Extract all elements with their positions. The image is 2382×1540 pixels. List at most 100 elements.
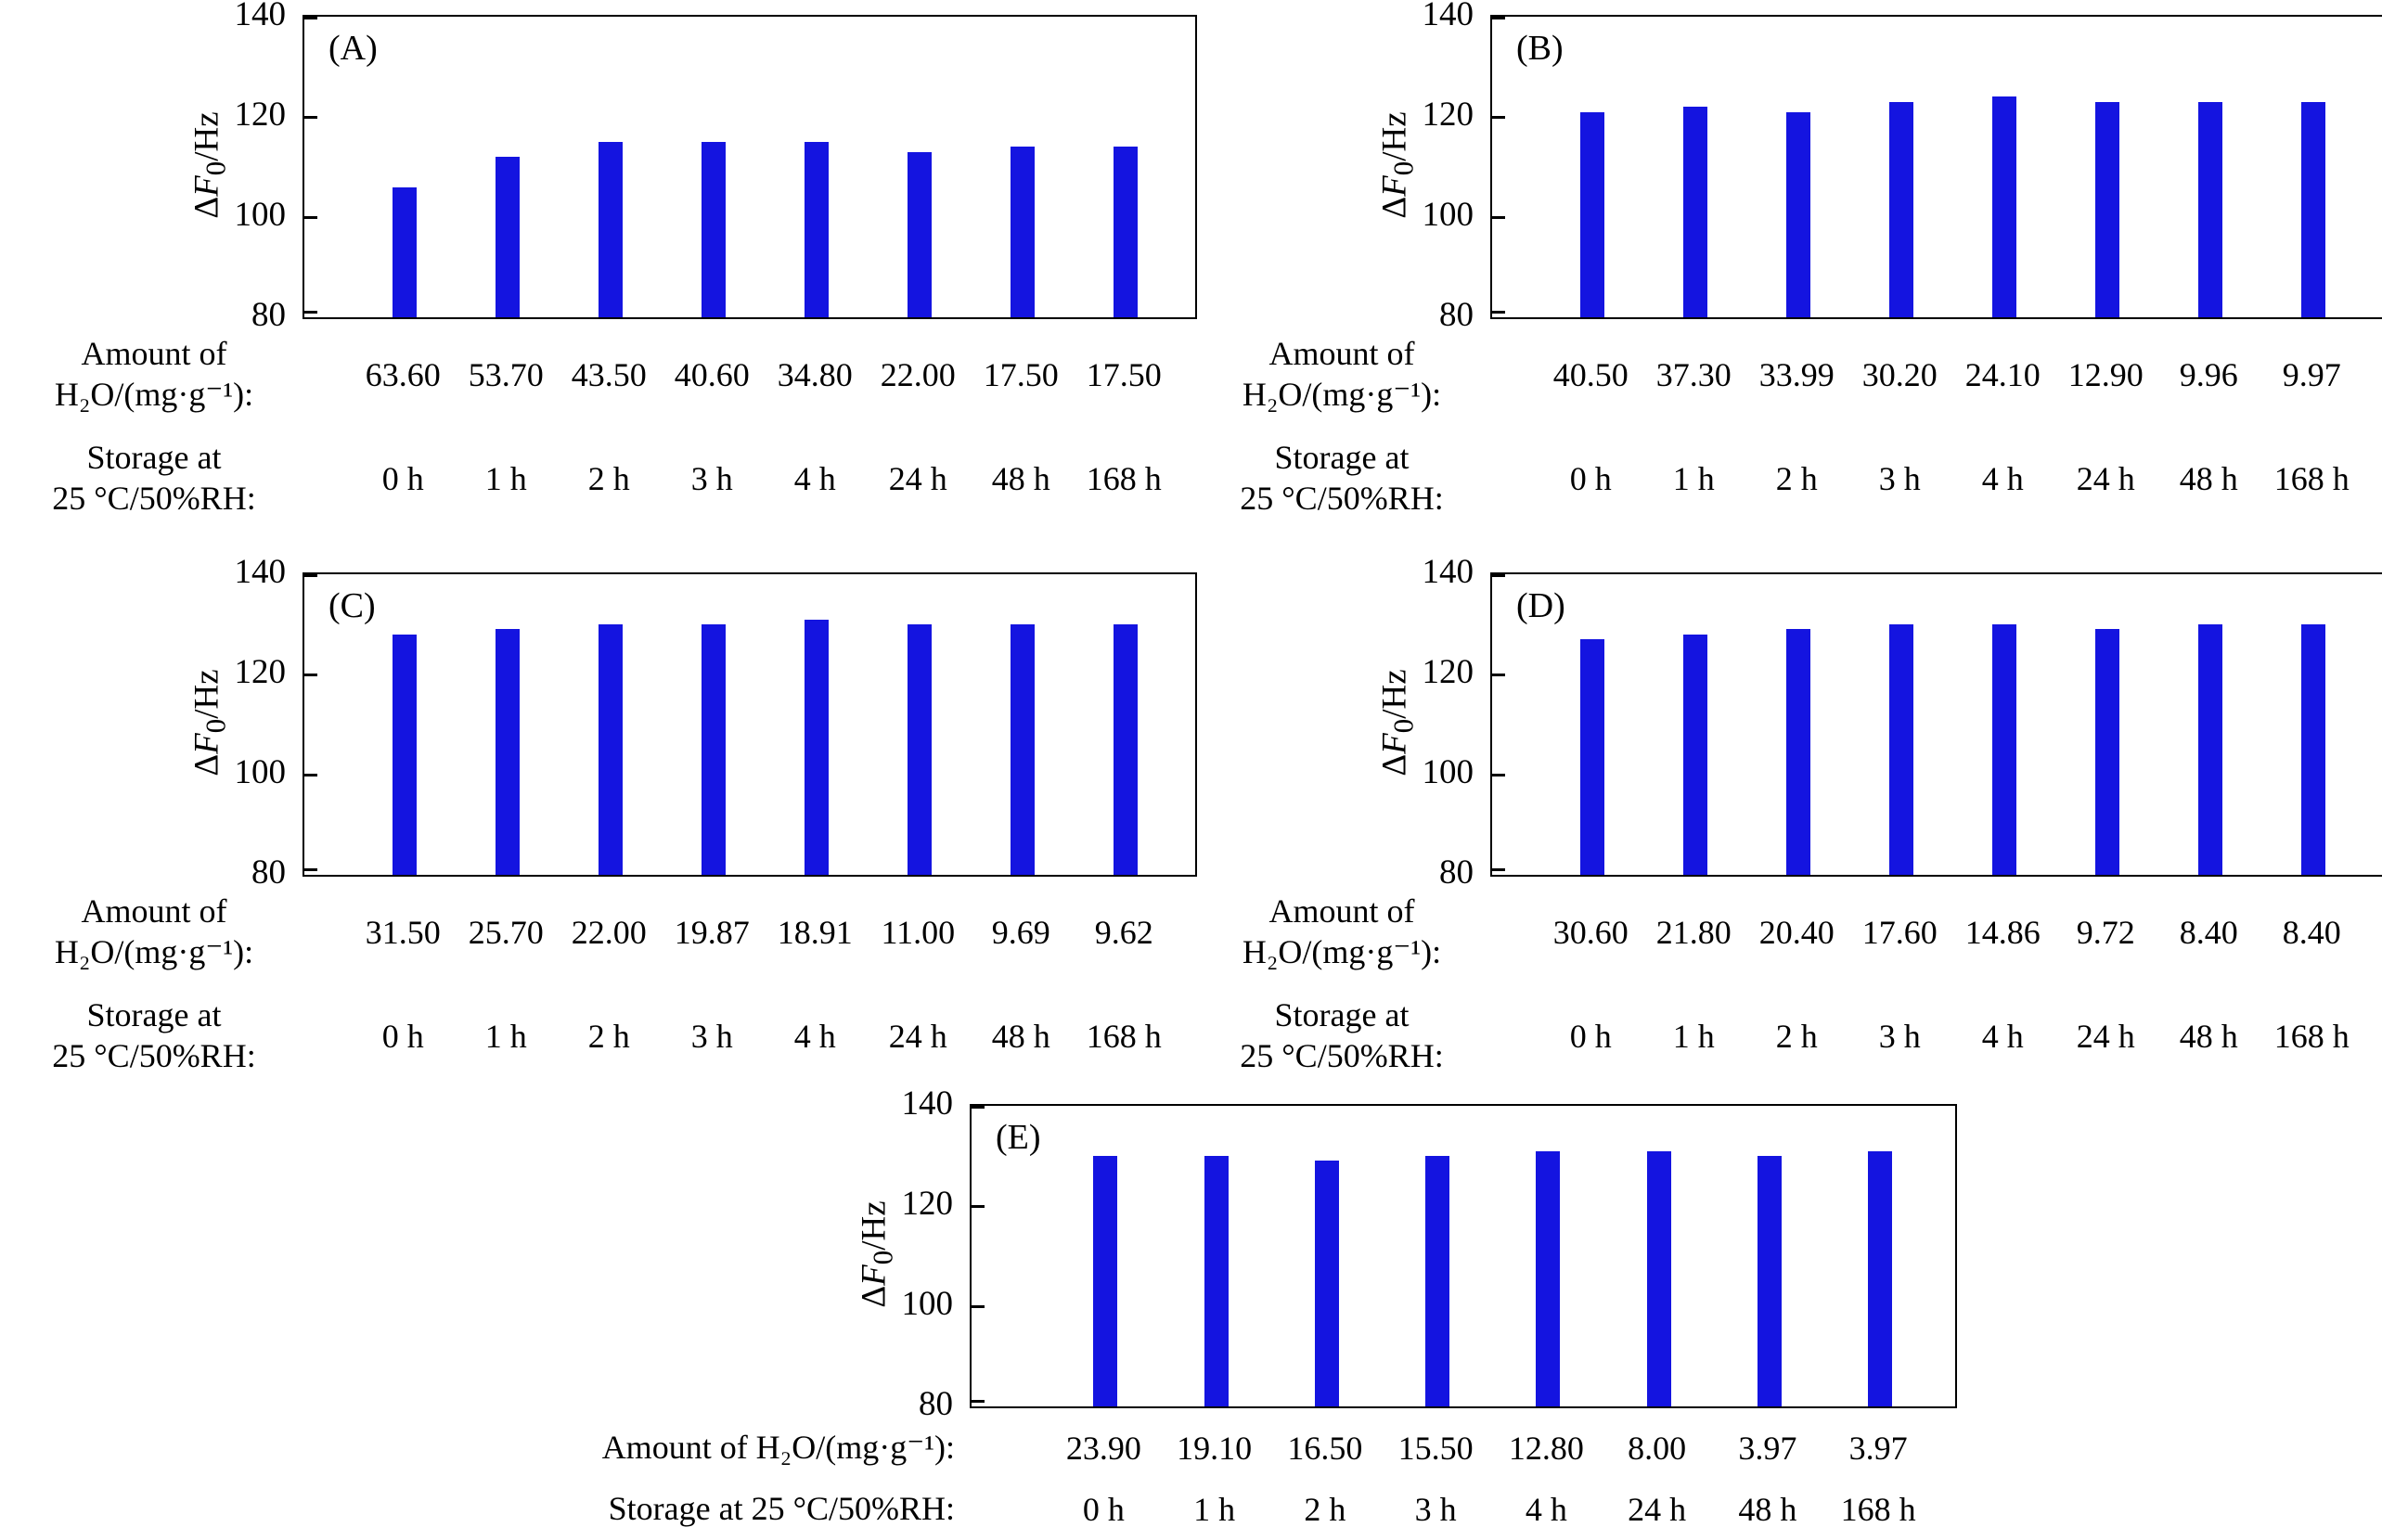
storage-label: Storage at 25 °C/50%RH: [6, 438, 303, 520]
row-label-line: H₂O/(mg·g⁻¹): [54, 376, 254, 413]
bar [1646, 1150, 1671, 1406]
bar [393, 186, 418, 317]
storage-value: 1 h [1193, 1491, 1236, 1528]
amount-value: 8.40 [2179, 914, 2238, 951]
amount-label: Amount of H₂O/(mg·g⁻¹): [543, 1428, 970, 1469]
bar [393, 634, 418, 875]
plot-area: ΔF0/Hz 80 100 120 140 (D) [1193, 553, 2382, 892]
amount-value: 16.50 [1287, 1430, 1363, 1467]
bar-slot [2159, 574, 2262, 875]
storage-values: 0 h 1 h 2 h 3 h 4 h 24 h 48 h 168 h [1490, 459, 2381, 498]
bar [1114, 147, 1139, 317]
amount-value: 15.50 [1397, 1430, 1474, 1467]
y-tick-label: 120 [1422, 653, 1474, 691]
bar-series [1492, 574, 2382, 875]
y-tick-label: 120 [234, 653, 287, 691]
bar-slot [1541, 574, 1644, 875]
storage-value: 3 h [1878, 460, 1921, 497]
bar [1992, 96, 2017, 317]
amount-row: Amount of H₂O/(mg·g⁻¹): 30.60 21.80 20.40 17.… [1193, 880, 2381, 984]
bar [908, 624, 933, 875]
storage-label: Storage at 25 °C/50%RH: [1193, 438, 1490, 520]
amount-values: 31.50 25.70 22.00 19.87 18.91 11.00 9.69 9.62 [303, 913, 1193, 952]
y-tick-label: 80 [1439, 296, 1474, 334]
bar-slot [2262, 17, 2365, 317]
y-tick-mark [1492, 115, 1505, 119]
storage-value: 3 h [1878, 1018, 1921, 1055]
storage-value: 0 h [1082, 1491, 1125, 1528]
amount-value: 3.97 [1738, 1430, 1797, 1467]
storage-value: 1 h [1672, 1018, 1715, 1055]
bar-slot [354, 574, 457, 875]
bar-slot [2056, 574, 2159, 875]
row-label-line: H₂O/(mg·g⁻¹): [1242, 933, 1442, 970]
amount-label: Amount of H₂O/(mg·g⁻¹): [1193, 892, 1490, 973]
y-tick-mark [304, 773, 317, 776]
bar-slot [1075, 17, 1178, 317]
amount-row: Amount of H₂O/(mg·g⁻¹): 40.50 37.30 33.99 30.… [1193, 323, 2381, 427]
storage-value: 4 h [1981, 1018, 2024, 1055]
amount-value: 43.50 [571, 356, 647, 393]
amount-value: 40.60 [674, 356, 750, 393]
amount-value: 12.80 [1508, 1430, 1584, 1467]
y-tick-mark [1492, 215, 1505, 219]
storage-row: Storage at 25 °C/50%RH: 0 h 1 h 2 h 3 h 4 h 24… [543, 1479, 1953, 1540]
bar-slot [972, 17, 1075, 317]
storage-value: 2 h [1304, 1491, 1346, 1528]
amount-value: 31.50 [365, 914, 441, 951]
bar [805, 142, 830, 317]
y-tick-label: 120 [234, 96, 287, 134]
storage-value: 24 h [1628, 1491, 1687, 1528]
storage-row: Storage at 25 °C/50%RH: 0 h 1 h 2 h 3 h 4 h 24 … [6, 427, 1193, 531]
row-label-line: Storage at 25 °C/50%RH: [608, 1490, 955, 1528]
storage-value: 2 h [1775, 1018, 1818, 1055]
amount-value: 8.40 [2282, 914, 2341, 951]
bar-slot [1714, 1106, 1824, 1406]
bar-slot [1850, 574, 1953, 875]
amount-row: Amount of H₂O/(mg·g⁻¹): 23.90 19.10 16.50 15… [543, 1418, 1953, 1479]
bar-slot [1825, 1106, 1936, 1406]
bar-slot [1850, 17, 1953, 317]
amount-value: 19.87 [674, 914, 750, 951]
storage-row: Storage at 25 °C/50%RH: 0 h 1 h 2 h 3 h 4 h 24 … [1193, 427, 2381, 531]
y-tick-label: 140 [901, 1084, 954, 1123]
y-axis-subscript: 0 [200, 718, 232, 734]
bar-slot [354, 17, 457, 317]
storage-value: 4 h [793, 460, 836, 497]
storage-value: 48 h [991, 460, 1050, 497]
row-label-line: Amount of [81, 335, 227, 373]
amount-value: 3.97 [1848, 1430, 1908, 1467]
storage-value: 2 h [1775, 460, 1818, 497]
panel-c: ΔF0/Hz 80 100 120 140 (C) Amount of H₂O/(mg·g⁻¹… [6, 553, 1197, 1088]
y-axis-symbol: F [187, 733, 226, 754]
bar-slot [766, 17, 869, 317]
bar-slot [457, 574, 560, 875]
bar [496, 629, 521, 875]
row-label-line: Storage at [86, 996, 222, 1034]
amount-value: 25.70 [468, 914, 544, 951]
panel-e: ΔF0/Hz 80 100 120 140 (E) Amount of H₂O/(mg·g⁻… [543, 1084, 1957, 1540]
amount-value: 19.10 [1177, 1430, 1253, 1467]
bar-slot [1644, 17, 1747, 317]
storage-value: 24 h [2076, 460, 2135, 497]
y-tick-label: 80 [919, 1385, 953, 1423]
y-tick-label: 80 [251, 853, 286, 892]
row-label-line: Amount of [1268, 892, 1415, 930]
panel-d: ΔF0/Hz 80 100 120 140 (D) Amount of H₂O/(mg·g⁻¹… [1193, 553, 2382, 1088]
bar-slot [1493, 1106, 1603, 1406]
bar-slot [972, 574, 1075, 875]
storage-value: 0 h [1569, 1018, 1612, 1055]
plot-area: ΔF0/Hz 80 100 120 140 (E) [543, 1084, 1957, 1423]
storage-value: 0 h [381, 460, 424, 497]
y-tick-label: 80 [251, 296, 286, 334]
bar [1868, 1150, 1893, 1406]
storage-value: 24 h [2076, 1018, 2135, 1055]
plot-area: ΔF0/Hz 80 100 120 140 (C) [6, 553, 1197, 892]
bar-slot [1953, 17, 2056, 317]
amount-value: 40.50 [1552, 356, 1629, 393]
y-tick-label: 100 [901, 1285, 954, 1323]
bar [1580, 639, 1605, 875]
amount-value: 22.00 [880, 356, 956, 393]
y-tick-mark [304, 868, 317, 871]
bar-slot [663, 17, 766, 317]
